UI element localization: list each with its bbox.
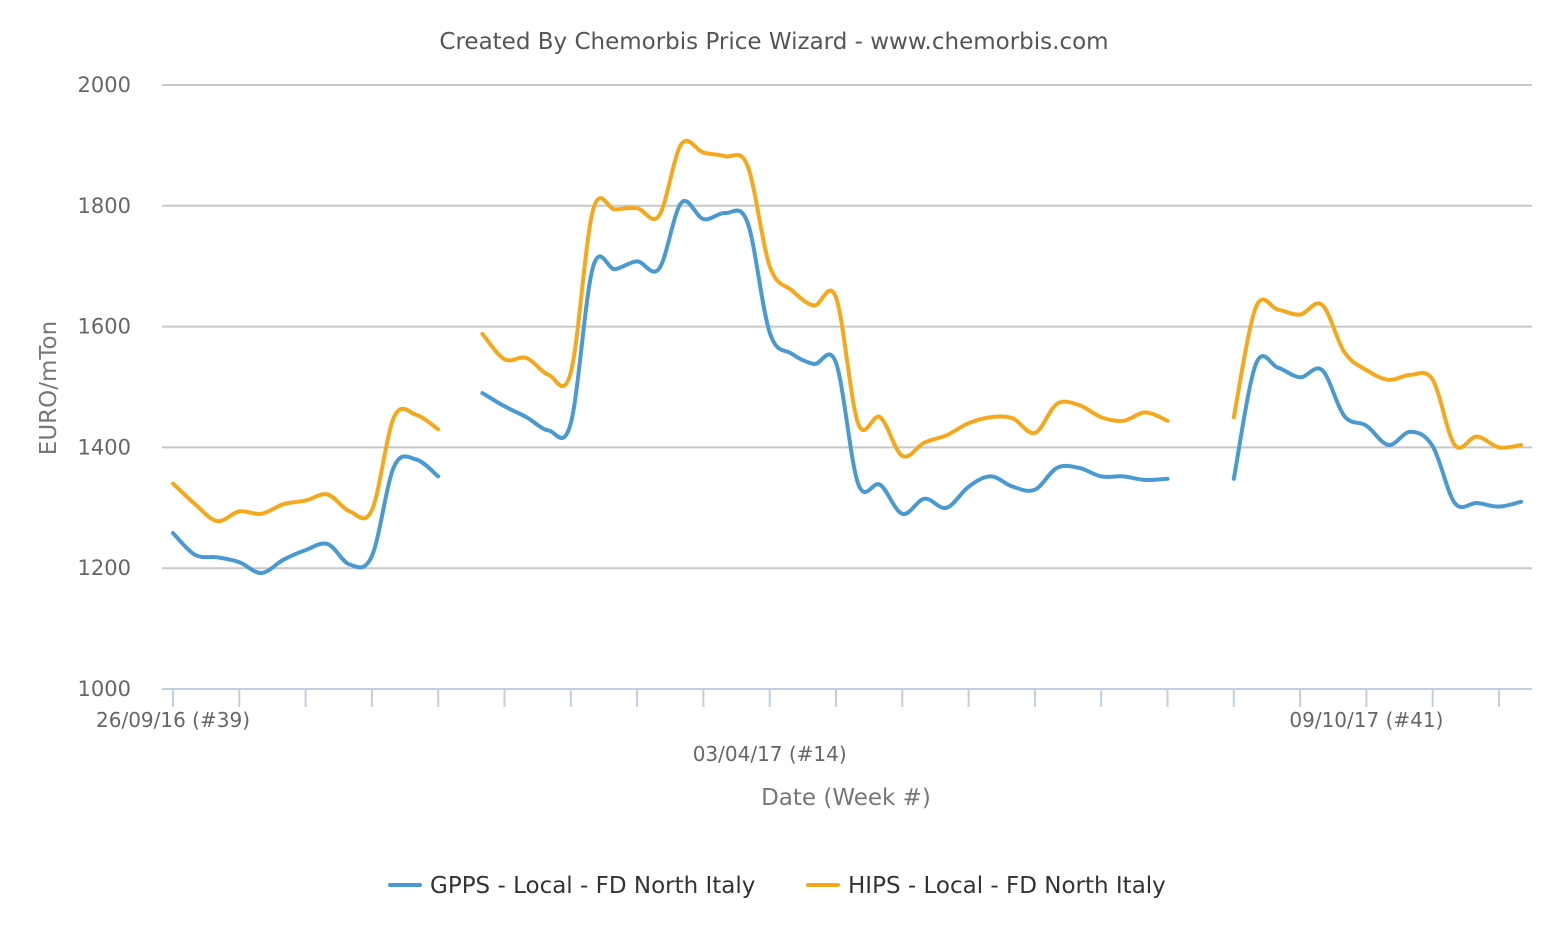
x-axis-tick-labels: 26/09/16 (#39) 03/04/17 (#14) 09/10/17 (#4… bbox=[96, 708, 1443, 766]
y-axis-label: EURO/mTon bbox=[36, 321, 62, 455]
series-line-segment bbox=[1231, 354, 1524, 510]
y-tick-label: 1800 bbox=[78, 194, 131, 218]
series-line-segment bbox=[480, 138, 1170, 459]
chart-title: Created By Chemorbis Price Wizard - www.… bbox=[439, 29, 1108, 55]
series-lines bbox=[171, 138, 1524, 575]
series-line-segment bbox=[480, 199, 1170, 516]
y-tick-label: 1000 bbox=[78, 677, 131, 701]
x-axis-label: Date (Week #) bbox=[761, 785, 931, 811]
y-axis-ticks: 1000 1200 1400 1600 1800 2000 bbox=[78, 73, 131, 701]
legend-item-gpps[interactable]: GPPS - Local - FD North Italy bbox=[388, 873, 755, 899]
legend[interactable]: GPPS - Local - FD North Italy HIPS - Loc… bbox=[388, 873, 1166, 899]
y-tick-label: 1600 bbox=[78, 315, 131, 339]
x-tick-label: 09/10/17 (#41) bbox=[1289, 708, 1443, 732]
series-line-segment bbox=[1231, 297, 1524, 450]
legend-label-hips: HIPS - Local - FD North Italy bbox=[848, 873, 1166, 899]
y-tick-label: 2000 bbox=[78, 73, 131, 97]
y-tick-label: 1200 bbox=[78, 556, 131, 580]
x-tick-label: 03/04/17 (#14) bbox=[693, 742, 847, 766]
gridlines bbox=[162, 84, 1532, 570]
series-line-segment bbox=[171, 406, 441, 524]
x-tick-label: 26/09/16 (#39) bbox=[96, 708, 250, 732]
y-tick-label: 1400 bbox=[78, 435, 131, 459]
x-axis-tick-marks bbox=[172, 689, 1500, 707]
series-hips bbox=[171, 138, 1524, 524]
series-line-segment bbox=[171, 454, 441, 575]
series-gpps bbox=[171, 199, 1524, 575]
legend-label-gpps: GPPS - Local - FD North Italy bbox=[430, 873, 755, 899]
legend-item-hips[interactable]: HIPS - Local - FD North Italy bbox=[806, 873, 1166, 899]
